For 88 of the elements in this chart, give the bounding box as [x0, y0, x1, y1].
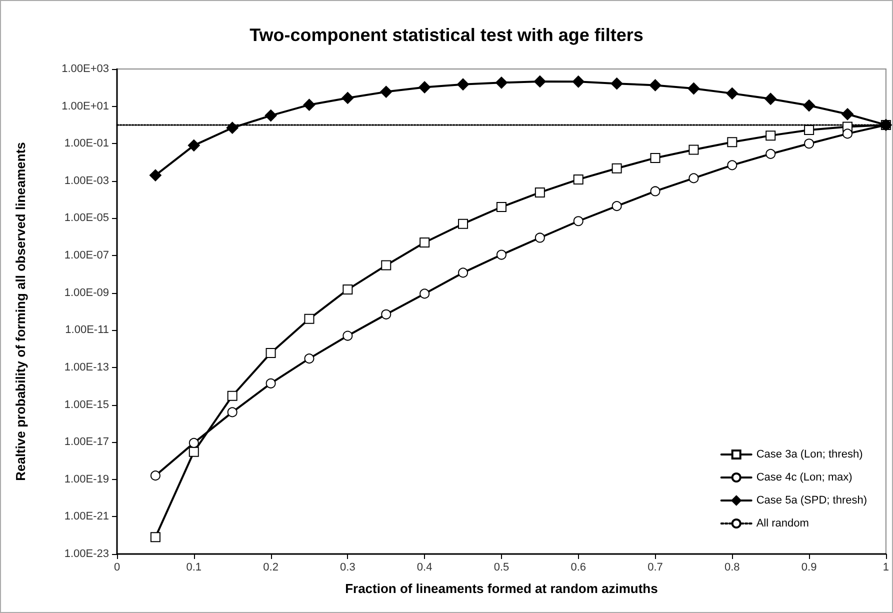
point	[612, 163, 622, 174]
point	[534, 187, 545, 198]
point	[342, 330, 353, 341]
y-tick-label: 1.00E-15	[64, 398, 109, 411]
point	[496, 250, 506, 260]
point	[804, 124, 814, 135]
point	[650, 186, 660, 196]
point	[381, 309, 392, 320]
point	[573, 174, 584, 184]
point	[380, 86, 392, 98]
point	[650, 152, 660, 163]
point	[420, 238, 430, 248]
y-tick-label: 1.00E+01	[62, 100, 109, 112]
point	[304, 314, 314, 324]
point	[227, 407, 238, 418]
x-tick-label: 0.3	[340, 562, 356, 574]
x-tick-label: 0.4	[416, 562, 432, 574]
point	[573, 216, 584, 226]
y-tick-label: 1.00E-13	[64, 361, 109, 374]
x-tick-label: 0.8	[724, 562, 740, 574]
point	[764, 92, 777, 105]
y-tick-label: 1.00E-09	[64, 286, 109, 299]
point	[649, 79, 662, 92]
point	[226, 122, 238, 134]
y-tick-label: 1.00E-05	[64, 212, 109, 224]
point	[766, 130, 776, 141]
y-tick-label: 1.00E-03	[64, 174, 109, 187]
point	[688, 144, 699, 155]
x-tick-label: 0.6	[570, 562, 586, 574]
point	[534, 232, 545, 243]
point	[418, 81, 431, 94]
y-tick-label: 1.00E-01	[64, 138, 109, 150]
point	[227, 390, 238, 401]
x-axis-title: Fraction of lineaments formed at random azimuths	[345, 581, 658, 596]
point	[804, 138, 814, 149]
y-tick-label: 1.00E+03	[62, 63, 109, 75]
point	[610, 78, 623, 90]
y-tick-label: 1.00E-17	[64, 436, 109, 448]
x-tick-label: 0.2	[263, 562, 278, 574]
y-tick-label: 1.00E-19	[64, 473, 109, 486]
legend-label: Case 3a (Lon; thresh)	[756, 448, 863, 460]
chart-title: Two-component statistical test with age filters	[250, 25, 644, 45]
x-tick-label: 0.9	[801, 562, 817, 574]
y-tick-label: 1.00E-21	[64, 510, 109, 523]
point	[188, 446, 199, 457]
point	[688, 173, 699, 184]
point	[458, 218, 468, 229]
point	[496, 202, 506, 212]
point	[457, 78, 470, 90]
point	[572, 76, 584, 88]
point	[458, 268, 468, 278]
x-tick-label: 1	[882, 562, 890, 574]
point	[266, 378, 276, 388]
point	[188, 139, 200, 152]
point	[188, 438, 199, 448]
point	[842, 128, 852, 139]
point	[612, 201, 622, 212]
point	[342, 284, 353, 295]
point	[149, 169, 162, 182]
point	[150, 532, 160, 542]
point	[726, 87, 738, 100]
point	[266, 348, 276, 358]
point	[727, 160, 738, 170]
legend-label: All random	[756, 518, 809, 530]
point	[841, 108, 854, 120]
point	[803, 100, 816, 112]
x-tick-label: 0.7	[648, 562, 663, 574]
point	[303, 98, 316, 111]
point	[381, 260, 392, 270]
point	[264, 110, 277, 122]
legend-label: Case 5a (SPD; thresh)	[756, 494, 867, 506]
point	[727, 137, 738, 148]
point	[304, 354, 314, 364]
point	[150, 470, 160, 481]
point	[534, 75, 546, 88]
x-tick-label: 0.1	[186, 562, 202, 574]
point	[342, 92, 354, 104]
y-tick-label: 1.00E-07	[64, 250, 109, 262]
x-tick-label: 0	[114, 562, 120, 574]
y-tick-label: 1.00E-23	[64, 548, 109, 560]
y-axis-title: Realtive probability of forming all observed lineaments	[13, 142, 28, 481]
x-tick-label: 0.5	[494, 562, 510, 574]
point	[688, 82, 700, 95]
y-tick-label: 1.00E-11	[65, 324, 109, 336]
point	[766, 148, 776, 159]
legend-label: Case 4c (Lon; max)	[756, 472, 852, 484]
point	[495, 76, 508, 89]
point	[420, 288, 430, 299]
